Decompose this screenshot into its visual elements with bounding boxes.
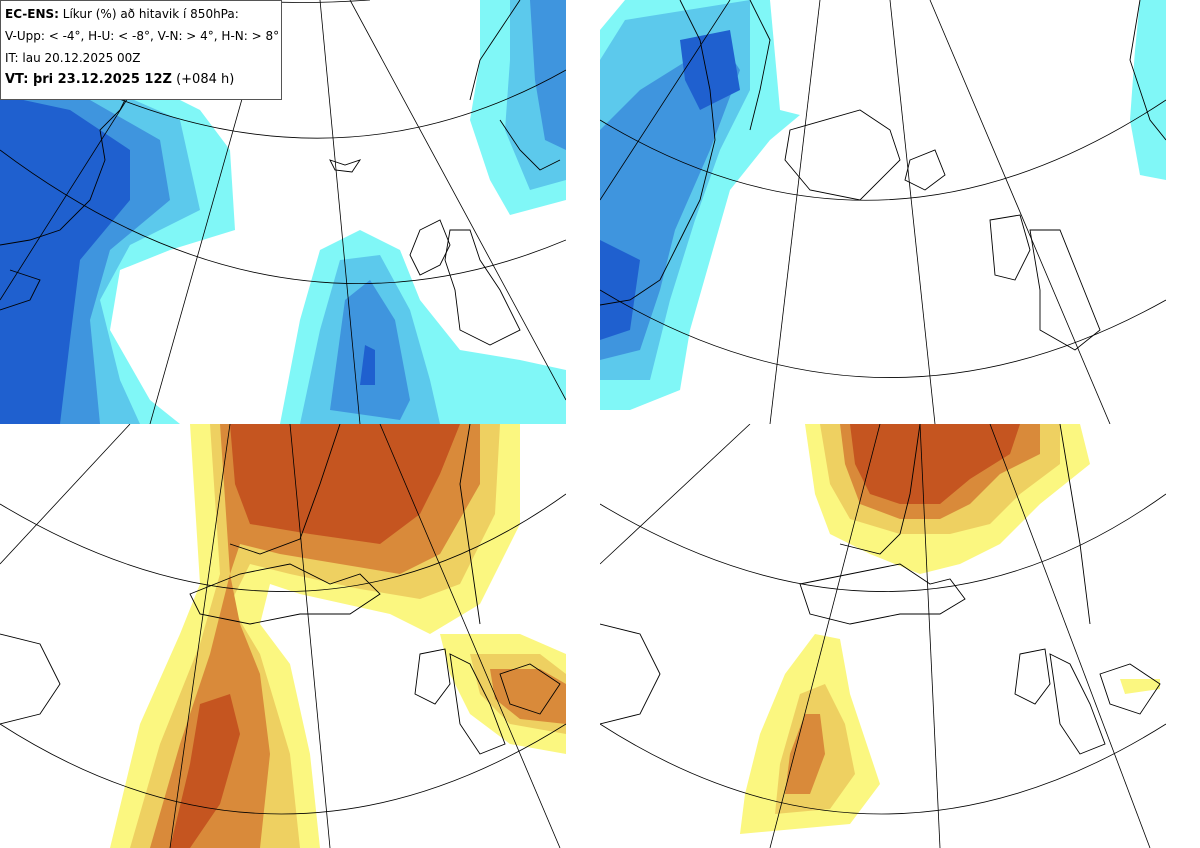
prob-area-95c (530, 0, 566, 150)
map-h-n (600, 424, 1166, 848)
panel-v-upp: EC-ENS: Líkur (%) að hitavik í 850hPa: V… (0, 0, 566, 424)
info-thresholds: V-Upp: < -4°, H-U: < -8°, V-N: > 4°, H-N… (5, 29, 280, 43)
map-v-n (0, 424, 566, 848)
panel-h-u: 1009565355 (600, 0, 1166, 424)
prob-area-100 (0, 95, 130, 424)
prob-area-100b (360, 345, 375, 385)
info-initial-time: IT: lau 20.12.2025 00Z (5, 51, 141, 65)
info-box: EC-ENS: Líkur (%) að hitavik í 850hPa: V… (0, 0, 282, 100)
map-v-upp (0, 0, 566, 424)
panel-v-n: 1009565355 (0, 424, 566, 848)
info-valid-time: VT: þri 23.12.2025 12Z (+084 h) (5, 72, 235, 87)
map-h-u (600, 0, 1166, 424)
panel-h-n: 1009565355 (600, 424, 1166, 848)
info-title: EC-ENS: Líkur (%) að hitavik í 850hPa: (5, 7, 239, 21)
